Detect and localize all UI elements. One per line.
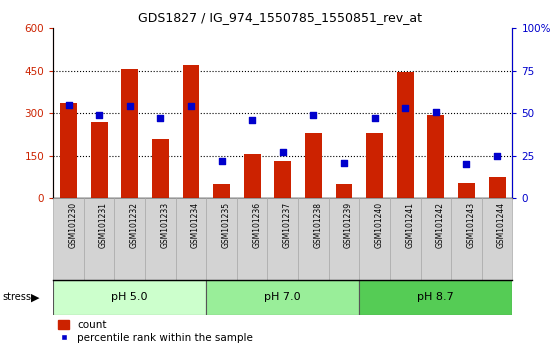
Text: GSM101243: GSM101243 — [466, 202, 475, 249]
Bar — [91, 122, 108, 198]
Text: GSM101244: GSM101244 — [497, 202, 506, 249]
Bar — [152, 139, 169, 198]
Text: stress: stress — [3, 292, 32, 302]
Bar — [53, 198, 84, 280]
Text: GDS1827 / IG_974_1550785_1550851_rev_at: GDS1827 / IG_974_1550785_1550851_rev_at — [138, 11, 422, 24]
Point — [278, 149, 287, 155]
Point — [370, 115, 379, 121]
Text: GSM101237: GSM101237 — [283, 202, 292, 249]
Text: pH 8.7: pH 8.7 — [418, 292, 454, 302]
Bar — [60, 103, 77, 198]
Text: GSM101236: GSM101236 — [252, 202, 261, 249]
Bar — [298, 198, 329, 280]
Bar — [268, 198, 298, 280]
Point — [462, 161, 471, 167]
Bar — [183, 65, 199, 198]
Text: GSM101240: GSM101240 — [375, 202, 384, 249]
Bar — [482, 198, 512, 280]
Bar — [244, 154, 260, 198]
Point — [248, 117, 256, 123]
Bar — [489, 177, 506, 198]
Bar — [458, 183, 475, 198]
Bar — [335, 184, 352, 198]
Text: pH 7.0: pH 7.0 — [264, 292, 301, 302]
Text: GSM101235: GSM101235 — [222, 202, 231, 249]
Text: pH 5.0: pH 5.0 — [111, 292, 148, 302]
Point — [217, 158, 226, 164]
Text: GSM101234: GSM101234 — [191, 202, 200, 249]
Text: ▶: ▶ — [31, 292, 40, 302]
Bar — [274, 161, 291, 198]
Point — [339, 160, 348, 165]
Point — [431, 109, 440, 114]
Point — [125, 104, 134, 109]
Point — [186, 104, 195, 109]
Bar — [360, 280, 512, 315]
Bar — [206, 280, 360, 315]
Point — [309, 112, 318, 118]
Bar — [390, 198, 421, 280]
Text: GSM101231: GSM101231 — [99, 202, 108, 248]
Point — [493, 153, 502, 159]
Bar — [427, 115, 444, 198]
Bar — [305, 133, 322, 198]
Text: GSM101232: GSM101232 — [130, 202, 139, 248]
Bar — [237, 198, 268, 280]
Text: GSM101233: GSM101233 — [160, 202, 169, 249]
Bar — [366, 133, 383, 198]
Legend: count, percentile rank within the sample: count, percentile rank within the sample — [58, 320, 253, 343]
Bar — [397, 72, 414, 198]
Text: GSM101239: GSM101239 — [344, 202, 353, 249]
Bar — [206, 198, 237, 280]
Point — [401, 105, 410, 111]
Bar — [122, 69, 138, 198]
Text: GSM101241: GSM101241 — [405, 202, 414, 248]
Point — [156, 115, 165, 121]
Bar — [53, 280, 206, 315]
Point — [64, 102, 73, 108]
Bar — [176, 198, 206, 280]
Bar — [360, 198, 390, 280]
Point — [95, 112, 104, 118]
Bar — [114, 198, 145, 280]
Text: GSM101238: GSM101238 — [314, 202, 323, 248]
Text: GSM101242: GSM101242 — [436, 202, 445, 248]
Bar — [145, 198, 176, 280]
Bar — [329, 198, 360, 280]
Bar — [213, 184, 230, 198]
Text: GSM101230: GSM101230 — [68, 202, 77, 249]
Bar — [84, 198, 114, 280]
Bar — [451, 198, 482, 280]
Bar — [421, 198, 451, 280]
